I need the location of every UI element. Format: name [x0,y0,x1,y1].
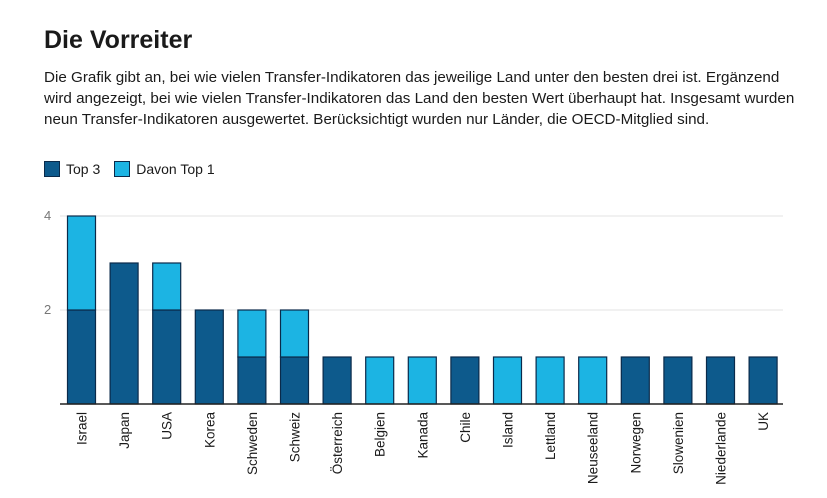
bar-top1 [365,356,395,405]
x-tick-label: USA [160,412,175,440]
y-tick-label: 4 [44,208,51,223]
x-tick-label: Israel [75,412,90,445]
legend-label-top3: Top 3 [66,161,101,177]
x-tick-label: Österreich [330,412,345,474]
legend-item-top3: Top 3 [44,161,100,177]
bar-top3 [66,309,97,405]
bar-top1 [66,215,97,311]
x-tick-label: Japan [117,412,132,449]
bar-top3 [109,262,139,405]
chart-title: Die Vorreiter [44,26,193,54]
legend-item-top1: Davon Top 1 [114,161,215,177]
x-tick-label: UK [756,412,771,431]
bar-top3 [663,356,693,405]
bar-top1 [407,356,437,405]
bar-top3 [152,309,182,405]
bar-top3 [450,356,480,405]
bar-top1 [535,356,565,405]
x-tick-label: Schweden [245,412,260,475]
bar-top3 [620,356,650,405]
legend-label-top1: Davon Top 1 [136,161,215,177]
bar-top3 [194,309,224,405]
bar-top1 [578,356,608,405]
bar-top3 [279,356,310,405]
bar-top1 [279,309,310,358]
bar-top1 [152,262,182,311]
bar-top3 [237,356,267,405]
bar-top3 [705,356,736,405]
x-tick-label: Korea [202,412,217,449]
x-tick-label: Schweiz [288,412,303,463]
x-tick-label: Slowenien [671,412,686,474]
x-tick-label: Niederlande [714,412,729,485]
x-tick-label: Lettland [543,412,558,460]
bar-top3 [748,356,778,405]
x-tick-label: Norwegen [628,412,643,474]
x-tick-label: Chile [458,412,473,443]
bar-top3 [322,356,352,405]
y-tick-label: 2 [44,302,51,317]
x-tick-label: Neuseeland [586,412,601,484]
bar-top1 [237,309,267,358]
x-tick-label: Belgien [373,412,388,457]
legend: Top 3 Davon Top 1 [44,161,229,177]
legend-swatch-top3 [44,161,60,177]
bar-top1 [492,356,523,405]
legend-swatch-top1 [114,161,131,177]
x-tick-label: Island [501,412,516,448]
chart-description: Die Grafik gibt an, bei wie vielen Trans… [44,69,795,128]
x-tick-label: Kanada [415,412,430,459]
